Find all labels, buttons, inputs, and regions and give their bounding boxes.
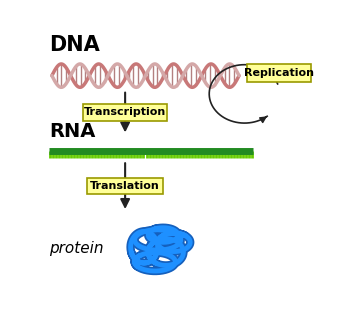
Text: Transcription: Transcription (84, 107, 166, 118)
Text: protein: protein (49, 241, 104, 256)
Text: Translation: Translation (90, 181, 160, 191)
Text: Replication: Replication (244, 68, 314, 78)
Text: DNA: DNA (49, 35, 100, 55)
FancyBboxPatch shape (247, 64, 311, 82)
FancyBboxPatch shape (83, 104, 167, 121)
FancyBboxPatch shape (87, 178, 163, 194)
Text: RNA: RNA (49, 122, 96, 141)
